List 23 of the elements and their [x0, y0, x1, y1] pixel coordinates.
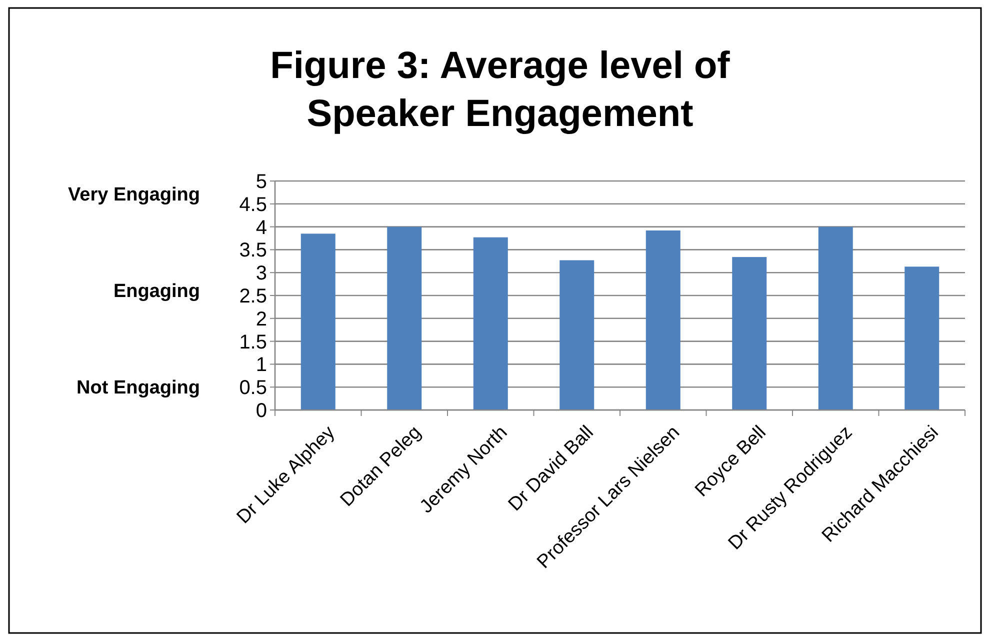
bar [732, 257, 767, 410]
y-tick-label: 0.5 [239, 377, 267, 400]
chart-title: Figure 3: Average level of Speaker Engagement [270, 45, 730, 135]
bar [300, 234, 336, 410]
bar [904, 266, 940, 410]
y-tick-label: 1.5 [239, 331, 267, 354]
y-tick-label: 1 [256, 354, 267, 376]
y-tick-label: 0 [256, 400, 267, 422]
y-tick-label: 5 [256, 171, 267, 193]
y-tick-label: 2.5 [239, 286, 267, 308]
bar [387, 226, 422, 410]
y-tick-label: 4.5 [239, 194, 267, 216]
bar [818, 226, 853, 410]
bar [473, 237, 508, 410]
text: Engaging [113, 281, 200, 302]
bar [560, 260, 594, 410]
text: Not Engaging [76, 378, 200, 399]
y-tick-label: 2 [256, 308, 267, 330]
y-tick-label: 3.5 [239, 240, 267, 262]
bar [646, 230, 680, 410]
y-tick-label: 3 [256, 262, 267, 285]
y-tick-label: 4 [256, 216, 267, 239]
text: Very Engaging [68, 184, 200, 206]
